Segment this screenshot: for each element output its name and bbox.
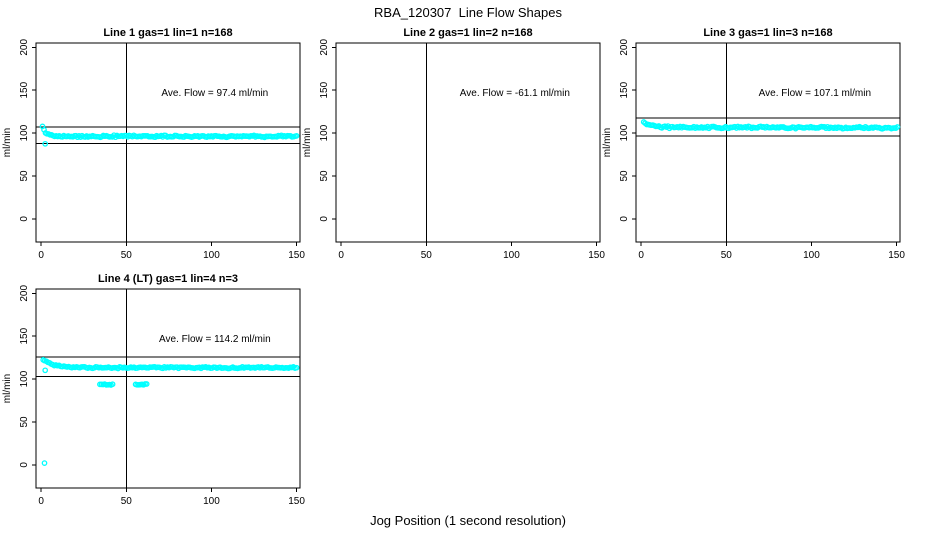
x-tick-label: 150 xyxy=(888,250,905,261)
ave-flow-annotation: Ave. Flow = 114.2 ml/min xyxy=(159,334,271,345)
scatter-series xyxy=(39,123,300,147)
x-tick-label: 100 xyxy=(803,250,820,261)
ave-flow-annotation: Ave. Flow = -61.1 ml/min xyxy=(460,88,570,99)
x-tick-label: 150 xyxy=(288,250,305,261)
y-tick-label: 0 xyxy=(19,216,30,222)
y-tick-label: 150 xyxy=(19,81,30,98)
x-tick-label: 50 xyxy=(421,250,433,261)
y-tick-label: 50 xyxy=(619,170,630,182)
y-tick-label: 50 xyxy=(19,170,30,182)
y-axis-label: ml/min xyxy=(302,128,313,157)
panel-title: Line 2 gas=1 lin=2 n=168 xyxy=(403,27,532,39)
y-tick-label: 50 xyxy=(19,416,30,428)
y-tick-label: 150 xyxy=(319,81,330,98)
x-tick-label: 50 xyxy=(121,496,133,507)
panel-title: Line 4 (LT) gas=1 lin=4 n=3 xyxy=(98,273,238,285)
y-tick-label: 0 xyxy=(619,216,630,222)
x-axis: 0 50 100 150 xyxy=(38,488,305,507)
figure-xlabel: Jog Position (1 second resolution) xyxy=(370,513,566,528)
panel-title: Line 1 gas=1 lin=1 n=168 xyxy=(103,27,232,39)
y-tick-label: 200 xyxy=(319,39,330,56)
plot-box xyxy=(35,288,301,489)
y-axis: 0 50 100 150 200 ml/min xyxy=(2,285,36,468)
panel-3-line-3: Line 3 gas=1 lin=3 n=168 0 50 100 150 0 50 100 1… xyxy=(602,27,905,261)
y-tick-label: 0 xyxy=(319,216,330,222)
x-axis: 0 50 100 150 xyxy=(638,242,905,261)
y-axis-label: ml/min xyxy=(602,128,613,157)
x-axis: 0 50 100 150 xyxy=(38,242,305,261)
x-tick-label: 0 xyxy=(38,496,44,507)
y-tick-label: 50 xyxy=(319,170,330,182)
y-tick-label: 100 xyxy=(19,370,30,387)
y-tick-label: 200 xyxy=(619,39,630,56)
y-axis-label: ml/min xyxy=(2,374,13,403)
y-tick-label: 100 xyxy=(319,124,330,141)
panel-2-line-2: Line 2 gas=1 lin=2 n=168 0 50 100 150 0 50 100 1… xyxy=(302,27,605,261)
y-tick-label: 100 xyxy=(19,124,30,141)
panel-title: Line 3 gas=1 lin=3 n=168 xyxy=(703,27,832,39)
y-axis: 0 50 100 150 200 ml/min xyxy=(602,39,636,222)
x-tick-label: 100 xyxy=(503,250,520,261)
y-tick-label: 200 xyxy=(19,285,30,302)
x-axis: 0 50 100 150 xyxy=(338,242,605,261)
x-tick-label: 0 xyxy=(638,250,644,261)
plot-box xyxy=(35,42,301,243)
y-tick-label: 100 xyxy=(619,124,630,141)
x-tick-label: 0 xyxy=(38,250,44,261)
x-tick-label: 50 xyxy=(121,250,133,261)
panel-4-line-4-lt-: Line 4 (LT) gas=1 lin=4 n=3 0 50 100 150 0 50 1… xyxy=(2,273,305,507)
y-axis: 0 50 100 150 200 ml/min xyxy=(302,39,336,222)
y-axis-label: ml/min xyxy=(2,128,13,157)
x-tick-label: 150 xyxy=(288,496,305,507)
x-tick-label: 100 xyxy=(203,496,220,507)
y-axis: 0 50 100 150 200 ml/min xyxy=(2,39,36,222)
ave-flow-annotation: Ave. Flow = 97.4 ml/min xyxy=(161,88,268,99)
y-tick-label: 200 xyxy=(19,39,30,56)
panel-1-line-1: Line 1 gas=1 lin=1 n=168 0 50 100 150 0 50 100 1… xyxy=(2,27,305,261)
scatter-series xyxy=(640,119,901,132)
x-tick-label: 150 xyxy=(588,250,605,261)
y-tick-label: 150 xyxy=(19,327,30,344)
x-tick-label: 100 xyxy=(203,250,220,261)
plot-box xyxy=(635,42,901,243)
y-tick-label: 150 xyxy=(619,81,630,98)
x-tick-label: 50 xyxy=(721,250,733,261)
figure-title: RBA_120307 Line Flow Shapes xyxy=(374,5,562,20)
x-tick-label: 0 xyxy=(338,250,344,261)
y-tick-label: 0 xyxy=(19,462,30,468)
plot-box xyxy=(335,42,601,243)
ave-flow-annotation: Ave. Flow = 107.1 ml/min xyxy=(759,88,871,99)
scatter-series xyxy=(40,357,300,466)
